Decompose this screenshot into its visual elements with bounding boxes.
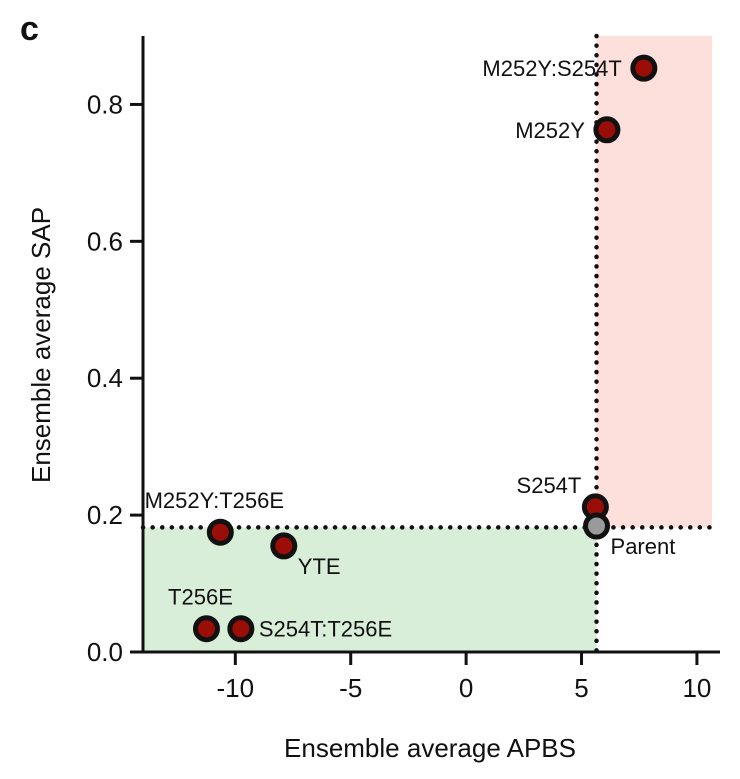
point-label: Parent (611, 534, 676, 559)
data-point (583, 512, 611, 540)
point-label: M252Y (515, 118, 585, 143)
high-region (596, 36, 712, 528)
data-point (270, 532, 298, 560)
point-label: M252Y:T256E (145, 488, 284, 513)
data-point (227, 615, 255, 643)
point-label: YTE (298, 554, 341, 579)
y-tick-label: 0.8 (87, 89, 123, 119)
x-axis-label: Ensemble average APBS (284, 733, 576, 763)
x-tick-label: -5 (339, 673, 362, 703)
point-label: M252Y:S254T (482, 56, 621, 81)
data-point (192, 615, 220, 643)
x-tick-label: -10 (217, 673, 255, 703)
x-tick-label: 5 (574, 673, 588, 703)
data-point (593, 116, 621, 144)
y-tick-label: 0.2 (87, 500, 123, 530)
x-tick-label: 10 (682, 673, 711, 703)
data-point (206, 518, 234, 546)
y-tick-label: 0.0 (87, 637, 123, 667)
data-point (630, 54, 658, 82)
panel-label: c (20, 10, 39, 48)
point-label: S254T:T256E (259, 617, 392, 642)
y-axis-label: Ensemble average SAP (26, 207, 56, 483)
x-tick-label: 0 (459, 673, 473, 703)
point-label: T256E (168, 585, 233, 610)
y-tick-label: 0.6 (87, 226, 123, 256)
y-tick-label: 0.4 (87, 363, 123, 393)
point-label: S254T (517, 473, 582, 498)
